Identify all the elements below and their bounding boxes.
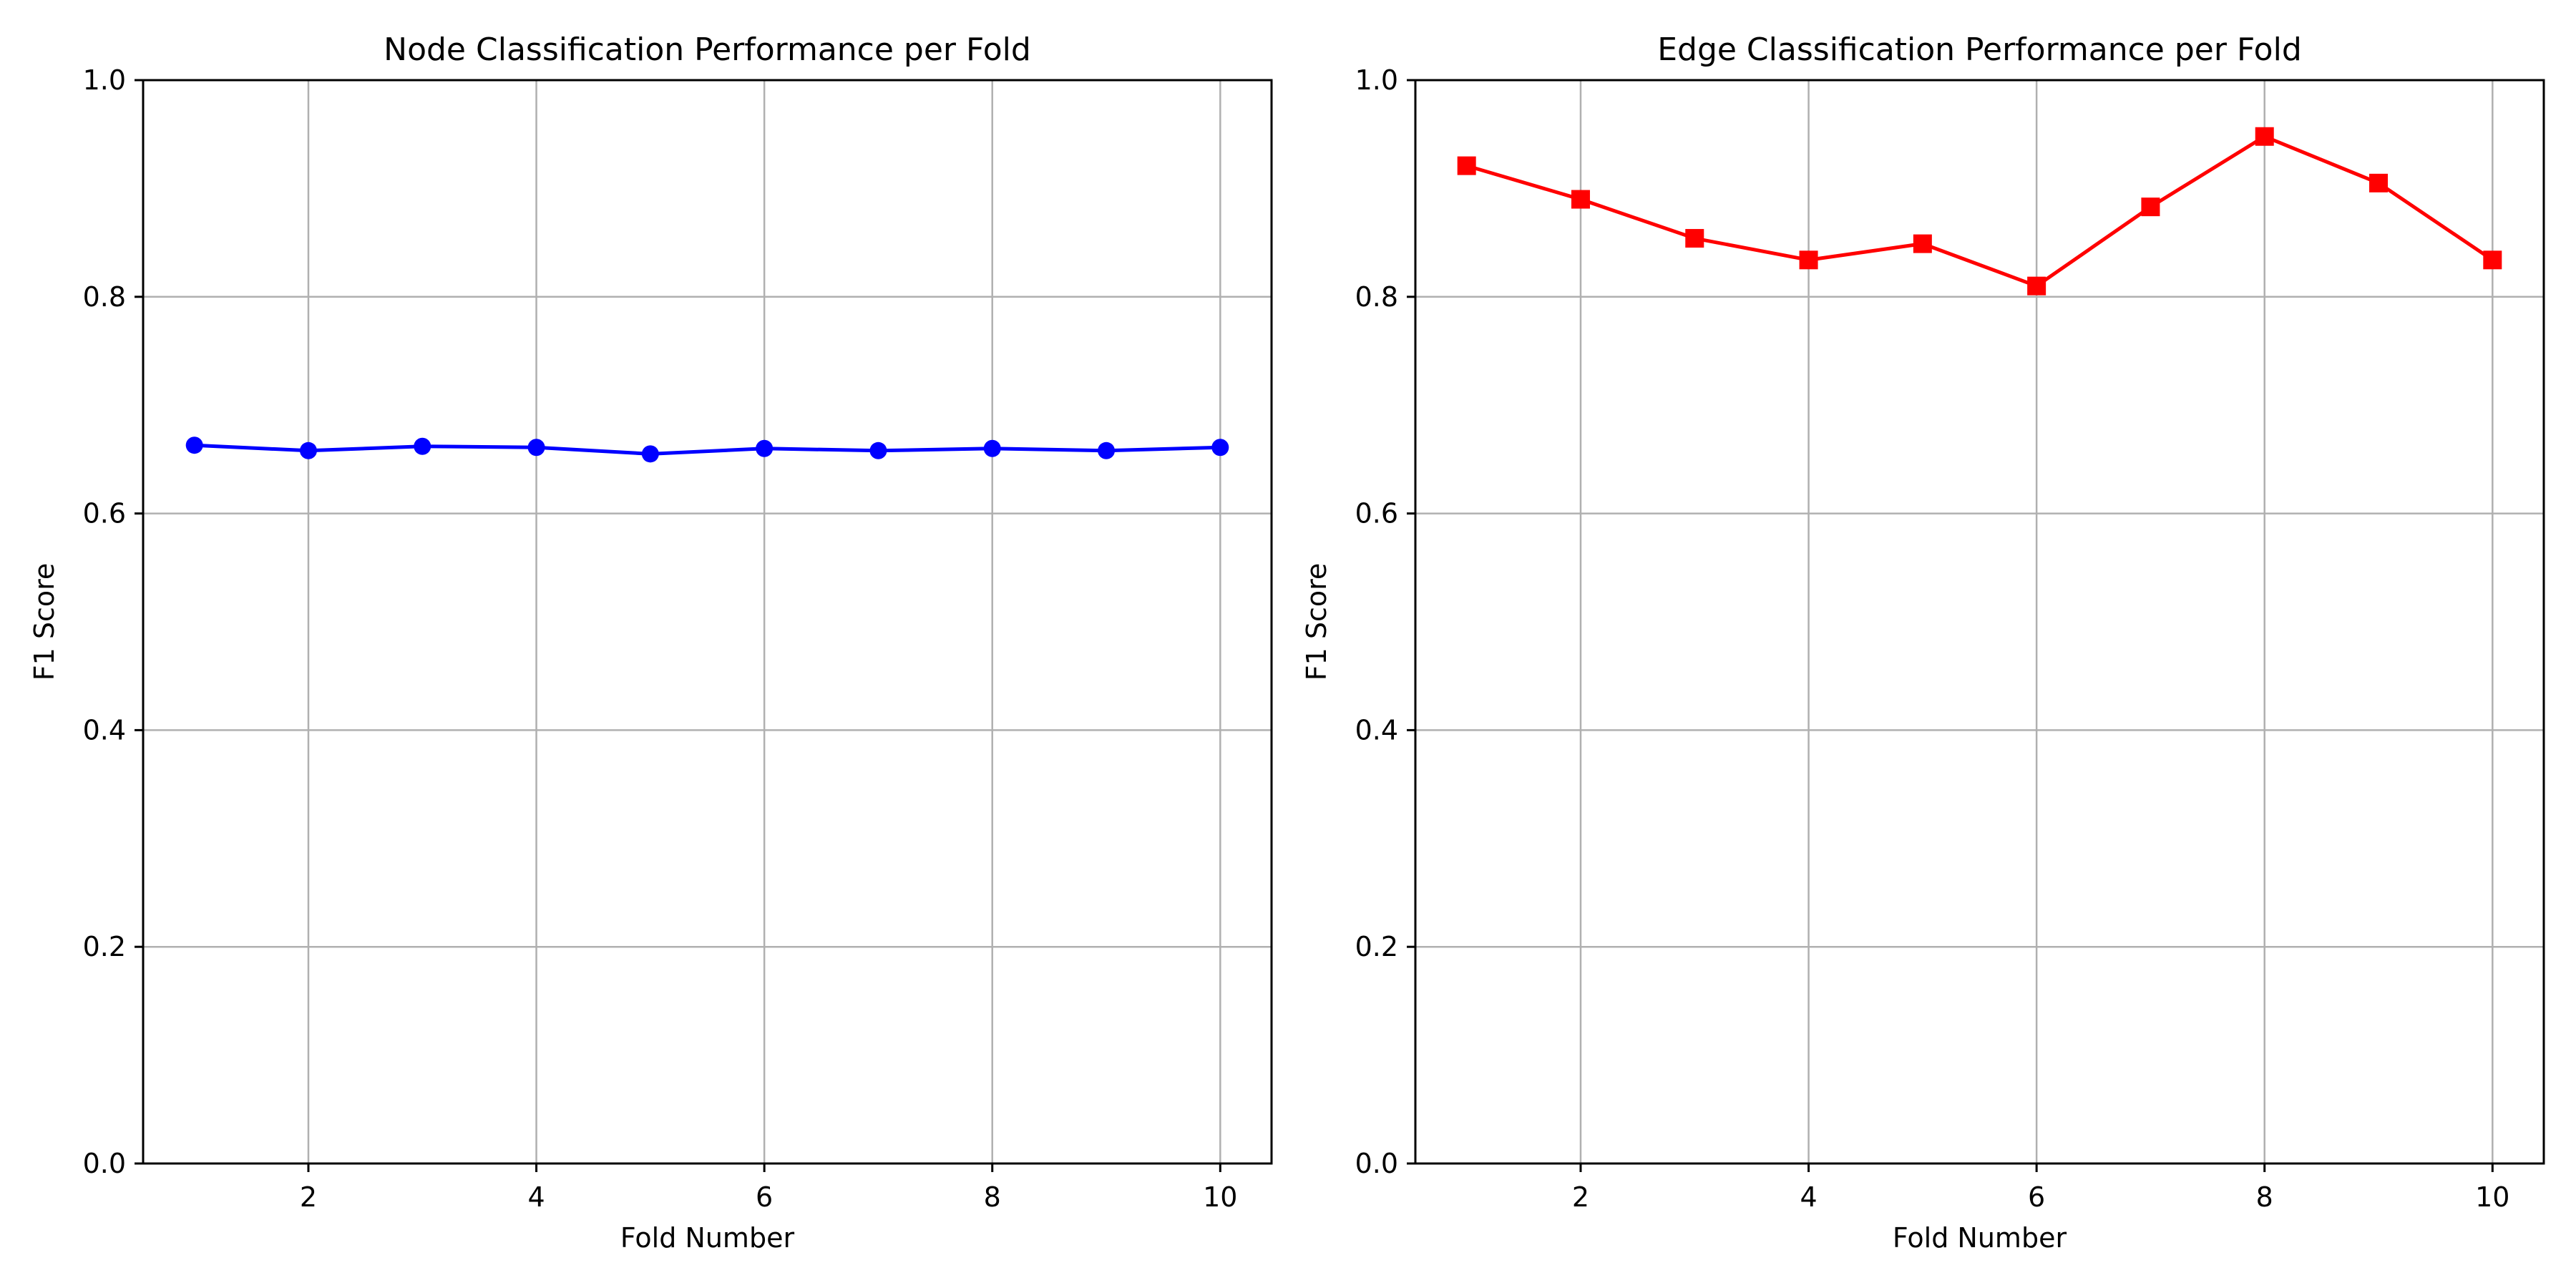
data-point — [1913, 234, 1932, 253]
data-point — [414, 437, 431, 455]
x-tick-label: 8 — [2256, 1181, 2273, 1213]
x-tick-label: 4 — [527, 1181, 545, 1213]
data-point — [299, 441, 317, 459]
x-tick-label: 8 — [984, 1181, 1001, 1213]
edge-classification-chart: 2 4 6 8 10 0.0 0.2 0.4 0.6 0.8 1.0 Edge Classificat… — [1301, 31, 2545, 1254]
x-tick-label: 6 — [2028, 1181, 2045, 1213]
data-point — [756, 439, 774, 457]
plot-frame — [142, 79, 1273, 1165]
x-tick-label: 10 — [2475, 1181, 2509, 1213]
x-tick-label: 10 — [1203, 1181, 1237, 1213]
data-point — [2255, 127, 2274, 146]
data-point — [2027, 276, 2046, 296]
chart-title: Edge Classification Performance per Fold — [1657, 31, 2302, 68]
chart-title: Node Classification Performance per Fold — [384, 31, 1031, 68]
y-tick-label: 0.4 — [83, 714, 126, 746]
data-point — [527, 439, 545, 457]
data-point — [2141, 197, 2160, 217]
y-tick-label: 1.0 — [83, 64, 126, 96]
data-point — [869, 441, 887, 459]
data-point — [1571, 190, 1590, 209]
data-point — [641, 445, 659, 463]
data-point — [983, 439, 1001, 457]
x-tick-label: 2 — [1572, 1181, 1589, 1213]
y-tick-label: 0.4 — [1355, 714, 1398, 746]
y-tick-label: 1.0 — [1355, 64, 1398, 96]
plot-frame — [1414, 79, 2545, 1165]
data-point — [2369, 173, 2389, 192]
y-tick-label: 0.0 — [83, 1148, 126, 1179]
data-point — [1457, 156, 1476, 175]
data-point — [185, 436, 203, 454]
data-point — [2483, 250, 2502, 270]
series-line — [1465, 135, 2494, 288]
data-point — [1098, 441, 1116, 459]
y-tick-label: 0.8 — [83, 281, 126, 313]
x-tick-label: 6 — [756, 1181, 773, 1213]
y-tick-label: 0.2 — [1355, 931, 1398, 962]
y-tick-label: 0.6 — [83, 498, 126, 530]
y-tick-label: 0.6 — [1355, 498, 1398, 530]
series-line — [194, 443, 1221, 456]
y-tick-label: 0.8 — [1355, 281, 1398, 313]
y-axis-label: F1 Score — [1301, 563, 1332, 681]
x-axis-label: Fold Number — [1893, 1222, 2067, 1254]
x-tick-label: 4 — [1800, 1181, 1817, 1213]
data-point — [1799, 250, 1818, 270]
data-point — [1685, 229, 1704, 248]
x-axis-label: Fold Number — [620, 1222, 795, 1254]
x-tick-label: 2 — [300, 1181, 317, 1213]
y-tick-label: 0.0 — [1355, 1148, 1398, 1179]
y-tick-label: 0.2 — [83, 931, 126, 962]
node-classification-chart: 2 4 6 8 10 0.0 0.2 0.4 0.6 0.8 1.0 Node Classificat… — [29, 31, 1273, 1254]
y-axis-label: F1 Score — [29, 563, 60, 681]
data-point — [1211, 439, 1229, 457]
